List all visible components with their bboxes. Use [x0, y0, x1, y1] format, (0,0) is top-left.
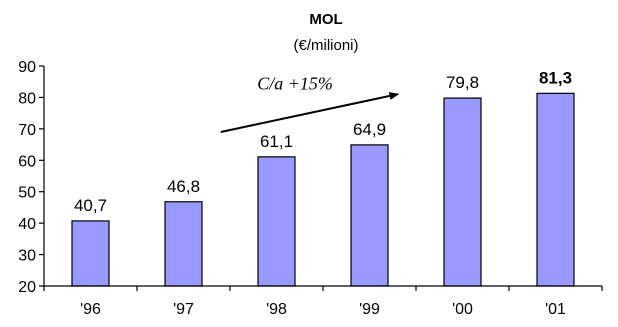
data-label: 79,8: [446, 73, 479, 92]
data-labels: 40,7 46,8 61,1 64,9 79,8 81,3: [74, 68, 572, 215]
chart-title: MOL: [309, 11, 342, 28]
y-axis: 20 30 40 50 60 70 80 90: [18, 59, 45, 296]
bar: [443, 97, 482, 287]
x-tick-label: '01: [545, 301, 566, 318]
x-tick-label: '00: [452, 301, 473, 318]
data-label: 46,8: [167, 177, 200, 196]
x-tick-label: '98: [266, 301, 287, 318]
y-tick-label: 50: [18, 185, 36, 202]
y-tick-label: 30: [18, 248, 36, 265]
bar: [350, 144, 389, 287]
data-label: 40,7: [74, 196, 107, 215]
y-tick-label: 80: [18, 90, 36, 107]
y-tick-label: 20: [18, 279, 36, 296]
x-tick-label: '99: [359, 301, 380, 318]
x-tick-label: '97: [173, 301, 194, 318]
bar: [536, 92, 575, 287]
y-tick-label: 40: [18, 216, 36, 233]
growth-arrow: [220, 92, 400, 133]
y-tick-label: 70: [18, 122, 36, 139]
x-axis: '96 '97 '98 '99 '00 '01: [43, 285, 603, 318]
y-tick-label: 60: [18, 153, 36, 170]
bars: [71, 92, 575, 287]
growth-annotation-text: C/a +15%: [257, 74, 333, 94]
y-tick-label: 90: [18, 59, 36, 76]
data-label: 61,1: [260, 132, 293, 151]
chart-subtitle: (€/milioni): [293, 37, 358, 54]
bar: [164, 201, 203, 287]
data-label: 81,3: [539, 68, 572, 87]
data-label: 64,9: [353, 120, 386, 139]
bar: [71, 220, 110, 287]
growth-annotation: C/a +15%: [220, 74, 400, 133]
x-tick-label: '96: [80, 301, 101, 318]
bar: [257, 156, 296, 287]
